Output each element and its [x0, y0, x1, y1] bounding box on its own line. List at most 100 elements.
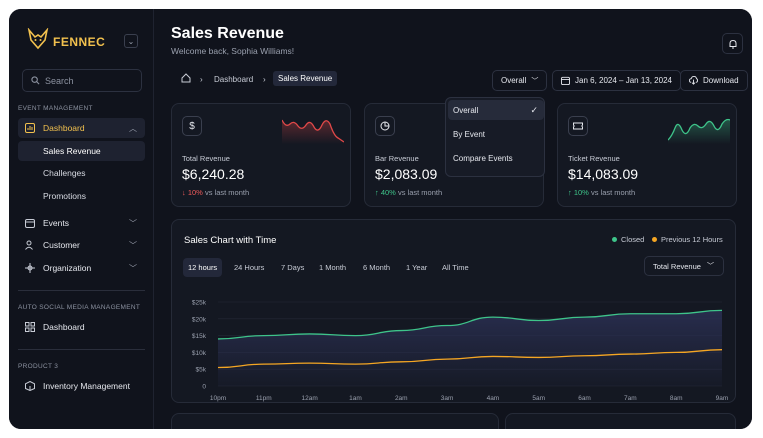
- sidebar-item-social-dashboard[interactable]: Dashboard: [18, 317, 145, 337]
- chevron-down-icon: ﹀: [531, 77, 539, 85]
- y-tick-label: $20k: [192, 316, 207, 323]
- sidebar-item-organization[interactable]: Organization ﹀: [18, 258, 145, 278]
- card-label: Ticket Revenue: [568, 154, 620, 163]
- sidebar-item-sales-revenue[interactable]: Sales Revenue: [18, 141, 145, 161]
- sidebar-item-promotions[interactable]: Promotions: [18, 186, 145, 206]
- dropdown-item-overall[interactable]: Overall ✓: [448, 100, 544, 120]
- users-icon: [25, 240, 33, 250]
- search-input[interactable]: Search: [22, 69, 142, 92]
- metric-select-label: Total Revenue: [653, 261, 701, 271]
- y-tick-label: $15k: [192, 333, 207, 340]
- range-tab-12-hours[interactable]: 12 hours: [183, 258, 223, 277]
- range-tab-all-time[interactable]: All Time: [437, 258, 474, 277]
- page-subtitle: Welcome back, Sophia Williams!: [171, 46, 295, 56]
- card-change-suffix: vs last month: [397, 188, 443, 197]
- home-icon[interactable]: [181, 73, 191, 83]
- sidebar-collapse-button[interactable]: ⌄: [124, 34, 138, 48]
- section-label-event-management: EVENT MANAGEMENT: [18, 105, 93, 112]
- download-button[interactable]: Download: [680, 70, 748, 91]
- range-tab-1-year[interactable]: 1 Year: [401, 258, 432, 277]
- card-value: $2,083.09: [375, 166, 438, 182]
- range-label: 1 Month: [319, 263, 347, 272]
- download-label: Download: [703, 76, 739, 85]
- cloud-download-icon: [689, 76, 698, 85]
- date-range-picker[interactable]: Jan 6, 2024 – Jan 13, 2024: [552, 70, 681, 91]
- chevron-down-icon: ﹀: [129, 218, 137, 228]
- ticket-icon: [568, 116, 588, 136]
- x-tick-label: 4am: [487, 395, 500, 402]
- x-tick-label: 9am: [716, 395, 729, 402]
- card-label: Total Revenue: [182, 154, 230, 163]
- arrow-up-icon: ↑: [375, 188, 379, 197]
- overall-select[interactable]: Overall ﹀: [492, 70, 548, 91]
- sidebar-item-challenges[interactable]: Challenges: [18, 163, 145, 183]
- x-tick-label: 8am: [670, 395, 683, 402]
- bell-icon: [729, 39, 736, 48]
- dropdown-item-compare-events[interactable]: Compare Events: [448, 148, 544, 168]
- legend-label: Previous 12 Hours: [661, 235, 723, 244]
- sidebar-item-dashboard[interactable]: Dashboard ︿: [18, 118, 145, 138]
- sparkline-total-revenue: [282, 119, 344, 144]
- sidebar-item-label: Customer: [43, 240, 80, 250]
- notifications-button[interactable]: [722, 33, 743, 54]
- range-label: All Time: [442, 263, 469, 272]
- y-tick-label: 0: [202, 384, 206, 391]
- sidebar-item-inventory[interactable]: Inventory Management: [18, 376, 145, 396]
- dropdown-item-by-event[interactable]: By Event: [448, 124, 544, 144]
- x-tick-label: 3am: [441, 395, 454, 402]
- x-tick-label: 1am: [349, 395, 362, 402]
- sparkline-ticket-revenue: [668, 118, 730, 144]
- chevron-down-icon: ﹀: [129, 240, 137, 250]
- range-tab-6-month[interactable]: 6 Month: [358, 258, 395, 277]
- grid-icon: [25, 322, 35, 332]
- arrow-down-icon: ↓: [182, 188, 186, 197]
- bottom-card-left: [171, 413, 499, 429]
- section-label-social-media: AUTO SOCIAL MEDIA MANAGEMENT: [18, 304, 141, 311]
- range-label: 6 Month: [363, 263, 391, 272]
- breadcrumb-separator: ›: [263, 75, 266, 84]
- box-icon: [25, 381, 35, 391]
- stat-card-ticket-revenue: Ticket Revenue $14,083.09 ↑ 10% vs last …: [557, 103, 737, 207]
- range-tab-1-month[interactable]: 1 Month: [314, 258, 351, 277]
- range-tab-7-days[interactable]: 7 Days: [276, 258, 309, 277]
- main-content: Sales Revenue Welcome back, Sophia Willi…: [155, 9, 752, 429]
- card-change-suffix: vs last month: [590, 188, 636, 197]
- metric-select[interactable]: Total Revenue ﹀: [644, 256, 724, 276]
- stat-card-total-revenue: $ Total Revenue $6,240.28 ↓ 10% vs last …: [171, 103, 351, 207]
- overall-select-label: Overall: [501, 76, 527, 85]
- breadcrumb-dashboard[interactable]: Dashboard: [214, 75, 254, 84]
- fox-logo-icon: [27, 28, 49, 50]
- sidebar-item-label: Sales Revenue: [43, 146, 101, 156]
- sidebar-item-label: Promotions: [43, 191, 86, 201]
- x-tick-label: 12am: [302, 395, 318, 402]
- sales-line-chart: $25k $20k $15k $10k $5k 0 10pm 11pm 12am 1am 2am 3a…: [192, 300, 729, 403]
- y-tick-label: $25k: [192, 300, 207, 307]
- dropdown-item-label: Overall: [453, 105, 479, 115]
- y-tick-label: $5k: [196, 367, 207, 374]
- legend-item-closed: Closed: [612, 235, 644, 244]
- organization-icon: [25, 263, 35, 273]
- sidebar-item-events[interactable]: Events ﹀: [18, 213, 145, 233]
- legend-item-previous: Previous 12 Hours: [652, 235, 723, 244]
- sidebar-item-customer[interactable]: Customer ﹀: [18, 235, 145, 255]
- chevron-down-icon: ⌄: [127, 36, 135, 46]
- chevron-up-icon: ︿: [129, 123, 137, 133]
- range-label: 24 Hours: [234, 263, 265, 272]
- range-label: 7 Days: [281, 263, 305, 272]
- card-change: ↑ 40% vs last month: [375, 188, 442, 197]
- sidebar-item-label: Inventory Management: [43, 381, 130, 391]
- sidebar-item-label: Challenges: [43, 168, 86, 178]
- pie-chart-icon: [375, 116, 395, 136]
- dropdown-item-label: By Event: [453, 129, 486, 139]
- x-tick-label: 5am: [532, 395, 545, 402]
- divider: [18, 349, 145, 350]
- sidebar-item-label: Dashboard: [43, 322, 85, 332]
- breadcrumb-separator: ›: [200, 75, 203, 84]
- range-tab-24-hours[interactable]: 24 Hours: [229, 258, 269, 277]
- x-tick-label: 11pm: [256, 395, 272, 402]
- series-line-closed: [217, 309, 723, 340]
- legend-dot: [612, 237, 617, 242]
- arrow-up-icon: ↑: [568, 188, 572, 197]
- x-tick-label: 6am: [578, 395, 591, 402]
- y-tick-label: $10k: [192, 350, 207, 357]
